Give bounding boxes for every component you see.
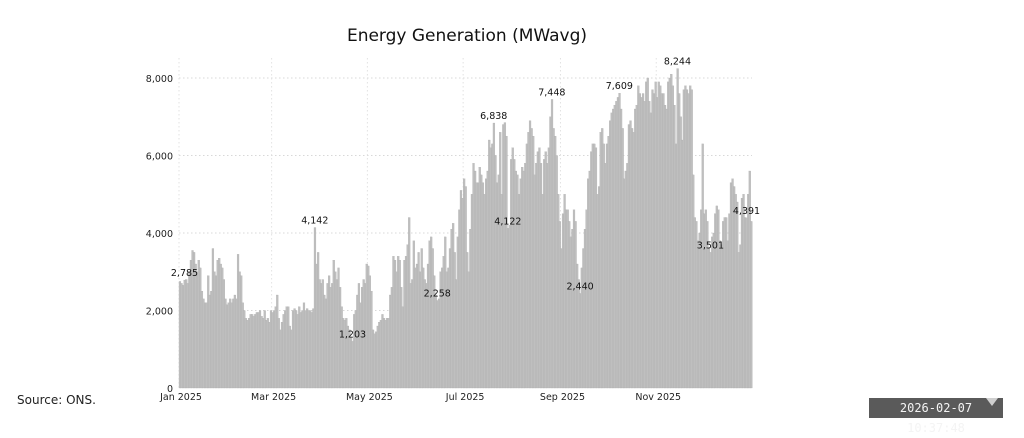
data-label: 8,244 [664, 57, 691, 68]
data-label: 4,142 [301, 215, 328, 226]
cursor-marker-icon [986, 398, 998, 406]
x-tick-label: Jan 2025 [159, 392, 202, 403]
data-label: 2,258 [424, 289, 451, 300]
x-tick-label: Nov 2025 [635, 392, 681, 403]
y-tick-label: 4,000 [146, 229, 173, 240]
x-tick-label: Mar 2025 [251, 392, 296, 403]
data-label: 2,440 [566, 281, 593, 292]
x-tick-label: Jul 2025 [445, 392, 485, 403]
y-tick-label: 6,000 [146, 152, 173, 163]
data-label: 7,609 [606, 81, 633, 92]
x-tick-label: Sep 2025 [540, 392, 585, 403]
chart-title: Energy Generation (MWavg) [347, 26, 587, 46]
annotations: 2,785 4,142 1,203 2,258 6,838 4,122 7,448 2,440… [171, 57, 760, 341]
y-tick-label: 2,000 [146, 307, 173, 318]
bar [750, 221, 753, 389]
data-label: 4,122 [494, 216, 521, 227]
x-tick-label: May 2025 [346, 392, 393, 403]
data-label: 4,391 [733, 206, 760, 217]
source-note: Source: ONS. [17, 393, 96, 407]
data-label: 1,203 [339, 329, 366, 340]
data-label: 7,448 [538, 87, 565, 98]
y-tick-label: 8,000 [146, 74, 173, 85]
y-tick-label: 0 [167, 384, 173, 395]
timestamp: 2026-02-07 10:37:48 [869, 398, 1003, 435]
data-label: 2,785 [171, 268, 198, 279]
bars [178, 68, 753, 389]
data-label: 3,501 [697, 240, 724, 251]
axes: 0 2,000 4,000 6,000 8,000 Jan 2025 Mar 2025 May… [146, 74, 681, 403]
data-label: 6,838 [480, 111, 507, 122]
